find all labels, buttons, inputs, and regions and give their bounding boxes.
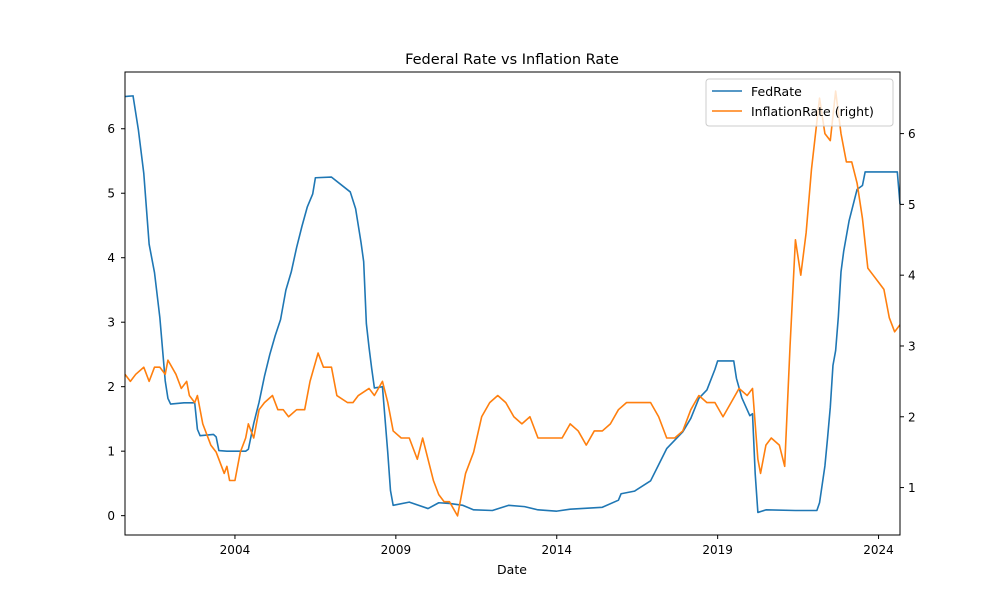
y-left-tick-label: 0 — [107, 509, 115, 523]
y-right-tick-label: 5 — [908, 198, 916, 212]
axes-frame — [124, 71, 901, 536]
y-right-tick-label: 4 — [908, 269, 916, 283]
plot-area: 2004 2009 2014 2019 2024 0 1 2 3 4 5 6 1 2 3 4 5 6 — [107, 71, 916, 557]
legend-label-inflationrate: InflationRate (right) — [751, 104, 874, 119]
y-left-tick-label: 4 — [107, 251, 115, 265]
y-left-tick-label: 2 — [107, 380, 115, 394]
y-left-tick-label: 6 — [107, 122, 115, 136]
y-right-tick-label: 2 — [908, 410, 916, 424]
y-right-tick-label: 1 — [908, 481, 916, 495]
x-axis-label: Date — [497, 562, 527, 577]
y-left-tick-label: 3 — [107, 316, 115, 330]
legend-label-fedrate: FedRate — [751, 84, 802, 99]
x-tick-label: 2004 — [220, 543, 251, 557]
legend: FedRate InflationRate (right) — [705, 78, 894, 127]
y-left-tick-label: 1 — [107, 445, 115, 459]
y-right-tick-label: 3 — [908, 339, 916, 353]
series-line-fedrate — [124, 95, 901, 514]
x-tick-label: 2024 — [863, 543, 894, 557]
x-tick-label: 2019 — [702, 543, 733, 557]
series-line-inflationrate-right — [124, 90, 901, 517]
y-right-tick-label: 6 — [908, 127, 916, 141]
chart-title: Federal Rate vs Inflation Rate — [405, 52, 619, 68]
x-tick-label: 2014 — [541, 543, 572, 557]
legend-frame — [705, 78, 894, 127]
x-tick-label: 2009 — [381, 543, 412, 557]
y-left-tick-label: 5 — [107, 187, 115, 201]
